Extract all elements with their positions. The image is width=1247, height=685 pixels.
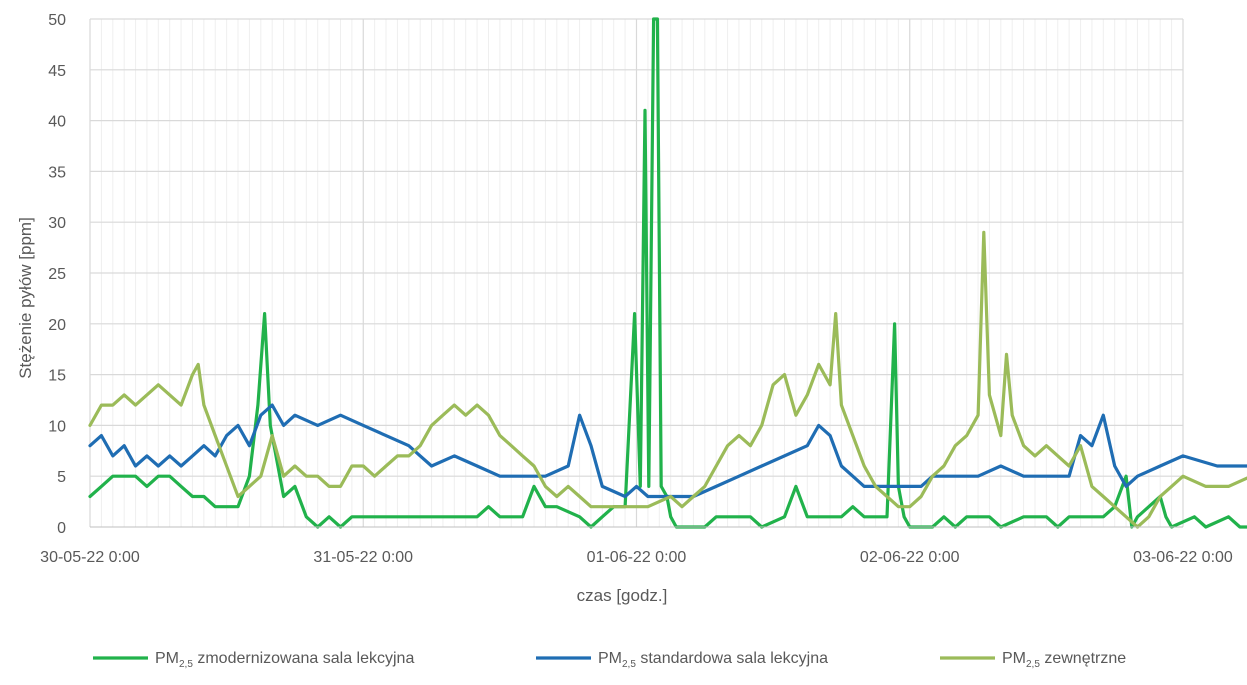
x-tick-label: 03-06-22 0:00 — [1133, 549, 1233, 566]
y-tick-label: 25 — [48, 266, 66, 283]
y-tick-label: 35 — [48, 164, 66, 181]
x-axis-title: czas [godz.] — [577, 586, 668, 605]
y-axis-tick-labels: 0 5 10 15 20 25 30 35 40 45 50 — [48, 12, 66, 537]
y-tick-label: 0 — [57, 520, 66, 537]
y-tick-label: 15 — [48, 368, 66, 385]
legend-label-1: PM2,5 zmodernizowana sala lekcyjna — [155, 650, 414, 670]
x-tick-label: 02-06-22 0:00 — [860, 549, 960, 566]
y-tick-label: 40 — [48, 114, 66, 131]
y-tick-label: 5 — [57, 469, 66, 486]
y-tick-label: 50 — [48, 12, 66, 29]
legend-label-3: PM2,5 zewnętrzne — [1002, 650, 1126, 670]
y-axis-title: Stężenie pyłów [ppm] — [16, 217, 35, 379]
x-tick-label: 30-05-22 0:00 — [40, 549, 140, 566]
x-tick-label: 01-06-22 0:00 — [587, 549, 687, 566]
x-tick-label: 31-05-22 0:00 — [313, 549, 413, 566]
y-tick-label: 45 — [48, 63, 66, 80]
series-lines — [88, 17, 1247, 529]
x-axis-tick-labels: 30-05-22 0:00 31-05-22 0:00 01-06-22 0:00 0… — [40, 549, 1233, 566]
series-line-2 — [88, 403, 1247, 499]
y-tick-label: 30 — [48, 215, 66, 232]
legend-label-2: PM2,5 standardowa sala lekcyjna — [598, 650, 828, 670]
series-line-1 — [88, 17, 1247, 529]
series-line-3 — [88, 230, 1247, 529]
y-tick-label: 20 — [48, 317, 66, 334]
y-tick-label: 10 — [48, 418, 66, 435]
legend: PM2,5 zmodernizowana sala lekcyjna PM2,5 … — [93, 650, 1126, 670]
